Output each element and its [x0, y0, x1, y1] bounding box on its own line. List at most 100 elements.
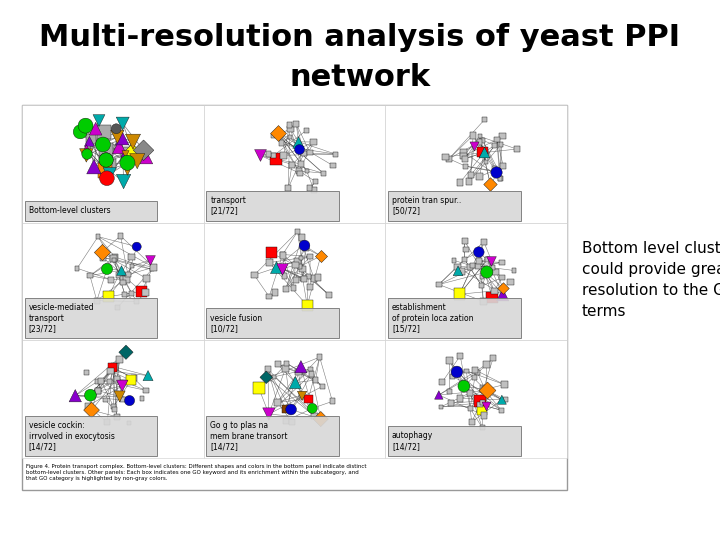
Point [294, 262, 305, 271]
Point [93, 116, 104, 125]
Point [277, 251, 289, 260]
Point [114, 271, 125, 280]
FancyBboxPatch shape [388, 191, 521, 221]
Point [111, 413, 122, 421]
Point [99, 396, 111, 404]
Point [131, 297, 143, 306]
Point [467, 261, 478, 269]
Point [108, 254, 120, 262]
Point [451, 368, 463, 376]
Point [464, 177, 475, 186]
Point [435, 402, 446, 411]
Point [105, 159, 117, 168]
Point [459, 237, 471, 246]
Point [302, 395, 314, 403]
Point [485, 256, 497, 265]
FancyBboxPatch shape [207, 308, 339, 339]
Point [92, 387, 104, 395]
Point [469, 366, 481, 374]
Point [269, 373, 280, 381]
FancyBboxPatch shape [24, 416, 158, 456]
Point [284, 133, 296, 141]
Point [81, 368, 92, 376]
Point [91, 377, 103, 386]
Point [292, 368, 304, 376]
Point [126, 253, 138, 261]
Point [302, 301, 313, 310]
Point [490, 168, 502, 177]
Point [481, 268, 492, 276]
Point [127, 137, 139, 146]
Point [86, 134, 97, 143]
Point [464, 263, 476, 272]
Point [285, 405, 297, 414]
Point [117, 381, 128, 390]
Point [495, 174, 506, 183]
Point [459, 154, 471, 163]
Point [288, 284, 300, 292]
Point [289, 261, 301, 269]
Point [296, 233, 307, 242]
Point [299, 274, 310, 283]
Point [436, 378, 448, 387]
Point [284, 121, 295, 130]
Point [308, 274, 320, 283]
Point [445, 399, 456, 407]
Point [433, 280, 444, 289]
Point [100, 145, 112, 154]
Point [114, 143, 125, 151]
Point [102, 418, 113, 427]
Bar [22, 105, 567, 490]
Point [472, 262, 484, 271]
Point [279, 272, 290, 281]
Point [285, 125, 297, 133]
Point [474, 397, 485, 406]
Text: Bottom level clusters
could provide greater
resolution to the GO
terms: Bottom level clusters could provide grea… [582, 241, 720, 319]
Point [117, 134, 128, 143]
Point [498, 380, 510, 389]
Point [444, 388, 456, 396]
FancyBboxPatch shape [24, 201, 158, 221]
Point [121, 275, 132, 284]
Point [305, 364, 316, 373]
FancyBboxPatch shape [207, 416, 339, 456]
Point [464, 388, 476, 397]
Point [90, 124, 102, 133]
Point [296, 254, 307, 262]
Point [272, 129, 284, 137]
Point [478, 411, 490, 420]
Point [278, 151, 289, 159]
Point [84, 137, 95, 146]
Point [495, 174, 506, 183]
Point [140, 386, 152, 395]
Point [305, 282, 316, 291]
Point [496, 258, 508, 267]
Point [112, 374, 123, 383]
Point [315, 252, 327, 260]
Point [477, 136, 488, 144]
FancyBboxPatch shape [388, 298, 521, 339]
Point [449, 256, 460, 265]
Point [268, 151, 279, 160]
Text: Multi-resolution analysis of yeast PPI: Multi-resolution analysis of yeast PPI [40, 24, 680, 52]
Point [476, 281, 487, 290]
Text: vesicle-mediated
transport
[23/72]: vesicle-mediated transport [23/72] [29, 303, 94, 333]
Point [127, 148, 138, 157]
Point [456, 267, 467, 276]
Point [271, 263, 282, 272]
FancyBboxPatch shape [24, 298, 158, 339]
Point [295, 263, 307, 272]
Point [481, 254, 492, 263]
Point [296, 160, 307, 168]
Point [266, 248, 277, 257]
Text: protein tran spur..
[50/72]: protein tran spur.. [50/72] [392, 196, 462, 215]
Point [267, 132, 279, 140]
Point [122, 166, 133, 174]
Point [253, 384, 265, 393]
Point [262, 374, 274, 382]
Point [491, 135, 503, 144]
Bar [22, 340, 204, 458]
Point [304, 148, 315, 157]
Point [297, 275, 308, 284]
Point [282, 184, 294, 192]
